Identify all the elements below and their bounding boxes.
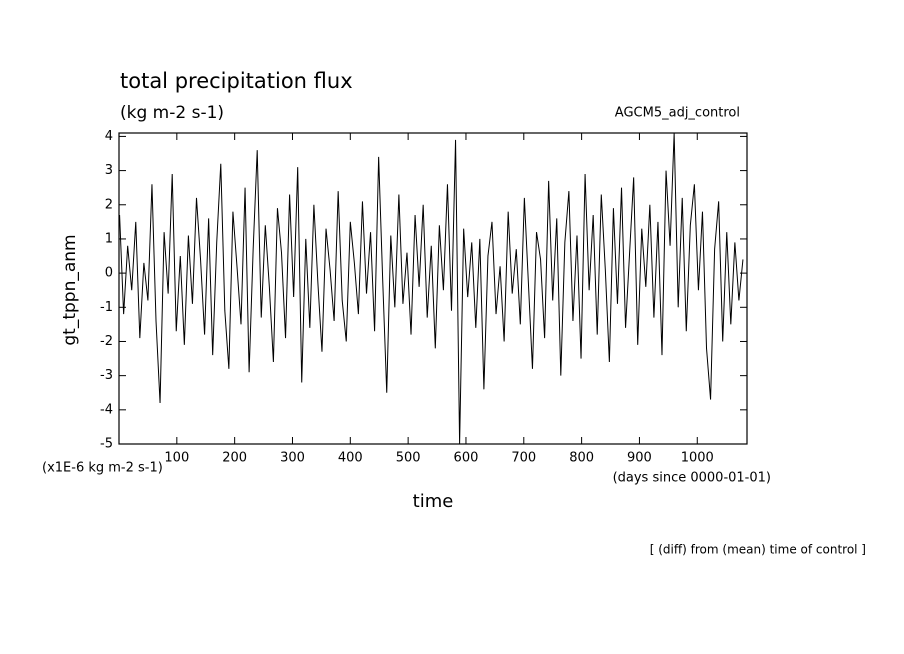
run-label: AGCM5_adj_control xyxy=(615,106,740,121)
y-tick-label: -5 xyxy=(100,437,113,452)
x-tick-label: 500 xyxy=(396,451,421,466)
y-tick-label: -1 xyxy=(100,300,113,315)
chart-title: total precipitation flux xyxy=(120,69,353,93)
y-tick-label: 0 xyxy=(105,266,113,281)
x-tick-label: 1000 xyxy=(681,451,714,466)
y-tick-label: 2 xyxy=(105,197,113,212)
data-line xyxy=(119,132,744,445)
x-units: (days since 0000-01-01) xyxy=(613,471,771,486)
x-tick-label: 400 xyxy=(338,451,363,466)
y-tick-label: -3 xyxy=(100,368,113,383)
chart-subtitle: (kg m-2 s-1) xyxy=(120,103,224,123)
y-tick-label: 4 xyxy=(105,129,113,144)
footnote: [ (diff) from (mean) time of control ] xyxy=(650,543,866,557)
x-tick-label: 600 xyxy=(454,451,479,466)
y-units: (x1E-6 kg m-2 s-1) xyxy=(42,461,163,476)
plot-frame xyxy=(118,132,748,445)
y-tick-label: 1 xyxy=(105,231,113,246)
y-tick-label: -4 xyxy=(100,402,113,417)
y-tick-label: -2 xyxy=(100,334,113,349)
x-tick-label: 100 xyxy=(164,451,189,466)
x-tick-label: 800 xyxy=(569,451,594,466)
y-axis-label: gt_tppn_anm xyxy=(60,234,80,345)
x-axis-label: time xyxy=(413,491,454,512)
y-tick-label: 3 xyxy=(105,163,113,178)
x-tick-label: 300 xyxy=(280,451,305,466)
x-tick-label: 900 xyxy=(627,451,652,466)
x-tick-label: 200 xyxy=(222,451,247,466)
x-tick-label: 700 xyxy=(511,451,536,466)
